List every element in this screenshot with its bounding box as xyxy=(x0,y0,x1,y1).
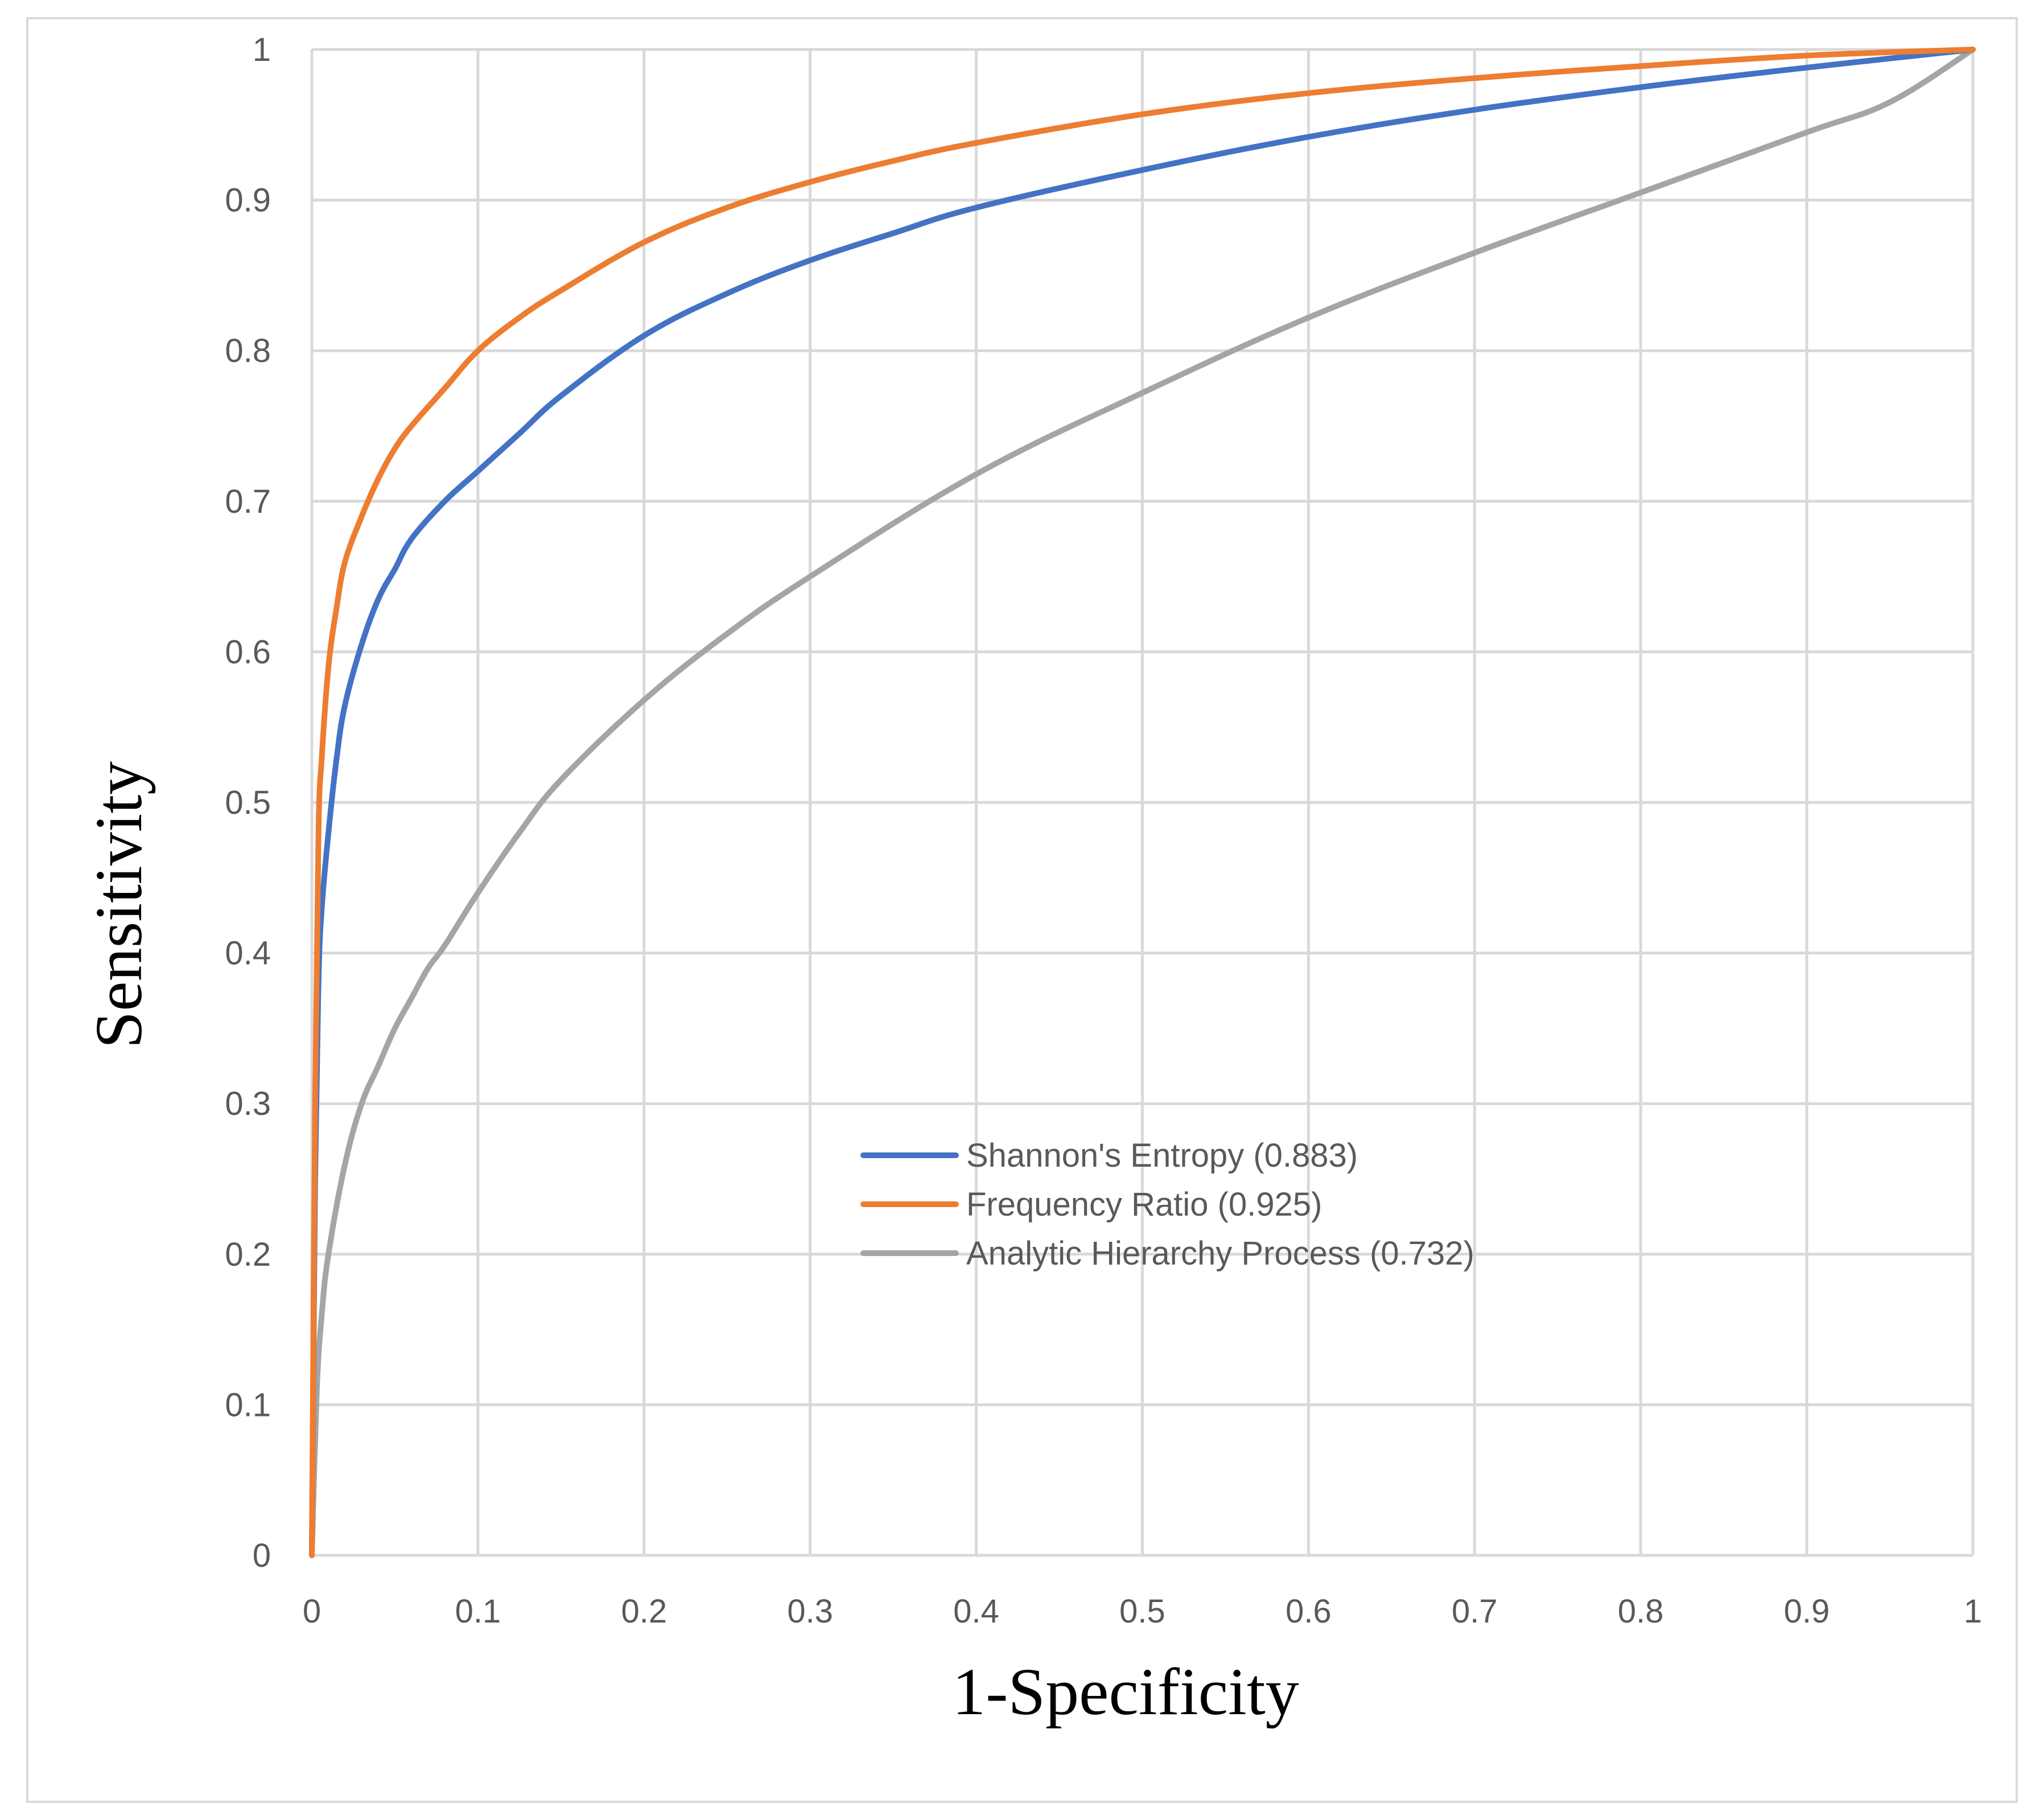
legend: Shannon's Entropy (0.883) Frequency Ratio… xyxy=(860,1137,1474,1272)
x-tick-label: 0.6 xyxy=(1285,1593,1332,1630)
series-line-0 xyxy=(309,47,1976,1558)
legend-label: Frequency Ratio (0.925) xyxy=(966,1186,1322,1223)
y-tick-label: 0.1 xyxy=(225,1386,271,1423)
grid xyxy=(310,48,1975,1557)
tick-labels: 0 0.1 0.2 0.3 0.4 0.5 0.6 0.7 0.8 0.9 1 0 0.1 0.2 0.3 0… xyxy=(225,31,1982,1630)
y-tick-label: 0.6 xyxy=(225,633,271,670)
series-layer xyxy=(309,47,1976,1558)
x-tick-label: 0.2 xyxy=(621,1593,667,1630)
x-axis-title: 1-Specificity xyxy=(952,1654,1299,1729)
y-tick-label: 0.2 xyxy=(225,1236,271,1273)
x-tick-label: 0.1 xyxy=(455,1593,501,1630)
x-tick-label: 0.8 xyxy=(1618,1593,1664,1630)
x-tick-label: 0.4 xyxy=(953,1593,999,1630)
y-tick-label: 0.3 xyxy=(225,1085,271,1122)
series-line-1 xyxy=(309,47,1976,1558)
y-tick-label: 0.8 xyxy=(225,332,271,369)
y-tick-label: 0.5 xyxy=(225,784,271,821)
legend-label: Analytic Hierarchy Process (0.732) xyxy=(966,1235,1474,1272)
x-tick-label: 0.9 xyxy=(1784,1593,1830,1630)
y-tick-label: 0.9 xyxy=(225,182,271,219)
x-tick-label: 1 xyxy=(1964,1593,1982,1630)
legend-label: Shannon's Entropy (0.883) xyxy=(966,1137,1358,1174)
chart-frame xyxy=(26,17,2018,1803)
series-line-2 xyxy=(309,47,1976,1558)
x-tick-label: 0.3 xyxy=(787,1593,833,1630)
y-tick-label: 0.4 xyxy=(225,935,271,972)
y-tick-label: 0 xyxy=(253,1537,271,1574)
x-tick-label: 0.7 xyxy=(1452,1593,1498,1630)
x-tick-label: 0 xyxy=(303,1593,321,1630)
x-tick-label: 0.5 xyxy=(1119,1593,1165,1630)
y-tick-label: 0.7 xyxy=(225,483,271,520)
y-axis-title: Sensitivity xyxy=(81,761,156,1049)
y-tick-label: 1 xyxy=(253,31,271,68)
